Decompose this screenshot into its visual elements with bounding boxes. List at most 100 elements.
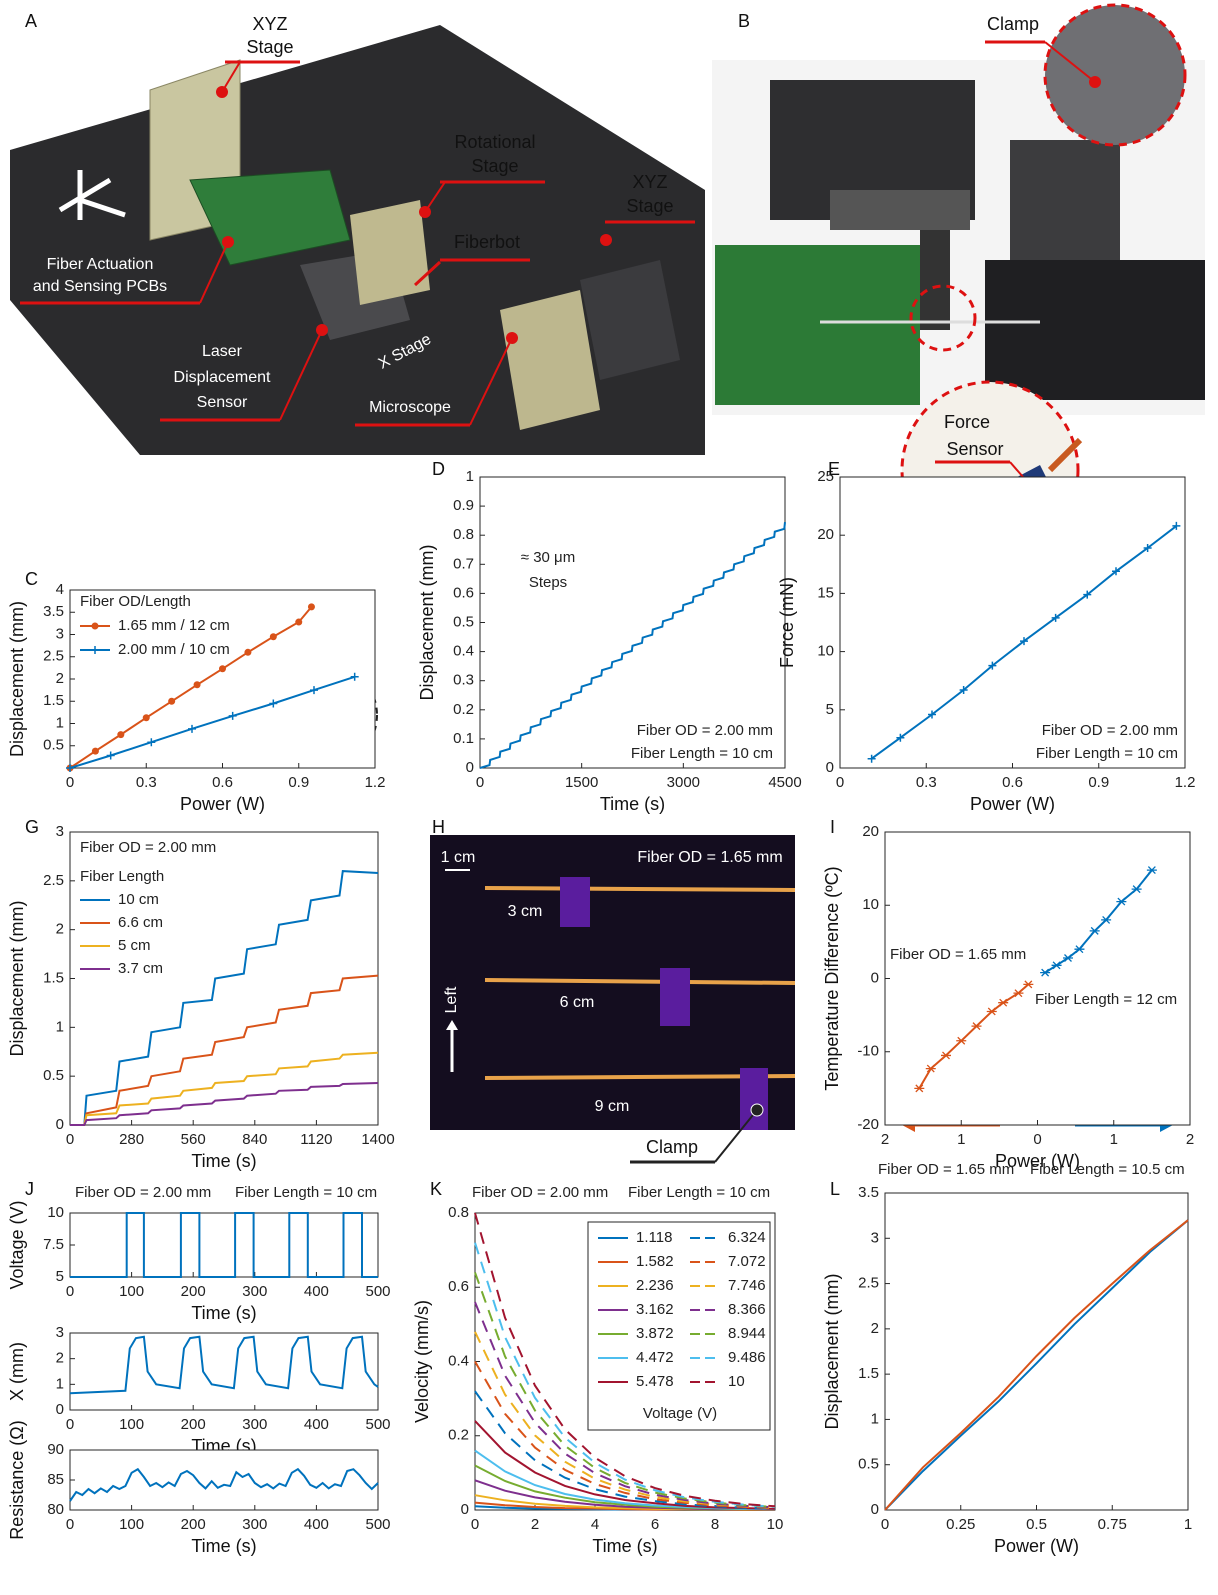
- legend-label: 9.486: [728, 1349, 766, 1366]
- x-tick-label: 840: [242, 1131, 267, 1148]
- x-tick-label: 2: [1186, 1131, 1194, 1148]
- y-tick-label: 0: [826, 759, 834, 776]
- y-tick-label: 0.7: [453, 555, 474, 572]
- photo-label: 6 cm: [560, 994, 595, 1011]
- photo-label: Fiber OD = 1.65 mm: [637, 849, 782, 866]
- x-tick-label: 1: [1110, 1131, 1118, 1148]
- y-tick-label: 0.3: [453, 672, 474, 689]
- x-axis-label: Time (s): [600, 794, 665, 814]
- annotation: Fiber OD = 2.00 mm: [472, 1184, 608, 1201]
- y-tick-label: 1.5: [43, 969, 64, 986]
- y-axis-label: X (mm): [7, 1342, 27, 1401]
- y-tick-label: -10: [857, 1043, 879, 1060]
- x-tick-label: 560: [181, 1131, 206, 1148]
- y-tick-label: 20: [862, 823, 879, 840]
- y-tick-label: 0: [871, 1501, 879, 1518]
- y-tick-label: 0.8: [448, 1204, 469, 1221]
- y-tick-label: 0.5: [858, 1456, 879, 1473]
- photo-b: B Clamp: [712, 5, 1205, 415]
- legend-title: Fiber Length: [80, 868, 164, 885]
- x-tick-label: 0.5: [1026, 1516, 1047, 1533]
- panel-letter: A: [25, 11, 37, 31]
- y-tick-label: 1: [56, 1375, 64, 1392]
- marker: [270, 633, 277, 640]
- x-tick-label: 500: [365, 1283, 390, 1300]
- panel-letter: G: [25, 817, 39, 837]
- annotation: Fiber OD = 1.65 mm: [878, 1161, 1014, 1178]
- x-tick-label: 280: [119, 1131, 144, 1148]
- y-tick-label: 2.5: [43, 648, 64, 665]
- x-tick-label: 0: [66, 1416, 74, 1433]
- y-tick-label: 0.5: [43, 737, 64, 754]
- y-tick-label: 1: [871, 1410, 879, 1427]
- legend-label: 10 cm: [118, 891, 159, 908]
- photo-h: H 1 cm Fiber OD = 1.65 mm 3 cm 6 cm 9 cm…: [430, 817, 795, 1162]
- annotation: Fiber OD = 1.65 mm: [890, 946, 1026, 963]
- y-tick-label: 0: [56, 1401, 64, 1418]
- x-tick-label: 400: [304, 1416, 329, 1433]
- photo-label: Left: [443, 986, 460, 1013]
- x-tick-label: 300: [242, 1283, 267, 1300]
- plot-area: [70, 1333, 378, 1410]
- y-tick-label: 0.1: [453, 730, 474, 747]
- x-tick-label: 0.9: [1088, 774, 1109, 791]
- legend-label: 1.65 mm / 12 cm: [118, 617, 230, 634]
- legend-label: 3.872: [636, 1325, 674, 1342]
- x-tick-label: 0: [836, 774, 844, 791]
- y-tick-label: 90: [47, 1441, 64, 1458]
- x-tick-label: 200: [181, 1283, 206, 1300]
- legend-label: 1.582: [636, 1253, 674, 1270]
- photo-label: and Sensing PCBs: [33, 278, 167, 295]
- y-tick-label: 10: [47, 1204, 64, 1221]
- y-tick-label: 3: [56, 1324, 64, 1341]
- x-tick-label: 1.2: [1175, 774, 1196, 791]
- photo-label: Rotational: [454, 132, 535, 152]
- photo-label: Fiberbot: [454, 232, 520, 252]
- annotation: Fiber Length = 10 cm: [1036, 745, 1178, 762]
- x-tick-label: 0: [881, 1516, 889, 1533]
- y-tick-label: 0.2: [448, 1427, 469, 1444]
- x-tick-label: 500: [365, 1516, 390, 1533]
- x-tick-label: 4: [591, 1516, 599, 1533]
- marker: [308, 603, 315, 610]
- x-tick-label: 0: [66, 774, 74, 791]
- y-tick-label: 3.5: [43, 603, 64, 620]
- legend-label: 5 cm: [118, 937, 151, 954]
- y-tick-label: 4: [56, 581, 64, 598]
- y-axis-label: Resistance (Ω): [7, 1420, 27, 1540]
- y-tick-label: 3.5: [858, 1184, 879, 1201]
- panel-letter: J: [25, 1179, 34, 1199]
- y-tick-label: 1.5: [858, 1365, 879, 1382]
- y-tick-label: 2: [871, 1320, 879, 1337]
- y-tick-label: 2.5: [858, 1275, 879, 1292]
- x-axis-label: Time (s): [592, 1536, 657, 1556]
- photo-label: 1 cm: [441, 849, 476, 866]
- marker: [117, 731, 124, 738]
- y-tick-label: 0: [56, 1116, 64, 1133]
- annotation: Fiber Length = 10.5 cm: [1030, 1161, 1185, 1178]
- y-tick-label: 5: [56, 1268, 64, 1285]
- x-axis-label: Power (W): [180, 794, 265, 814]
- x-tick-label: 8: [711, 1516, 719, 1533]
- y-axis-label: Force (mN): [777, 577, 797, 668]
- marker: [92, 748, 99, 755]
- x-tick-label: 0.6: [212, 774, 233, 791]
- legend-label: 2.236: [636, 1277, 674, 1294]
- y-tick-label: 0.4: [448, 1352, 469, 1369]
- y-tick-label: 0.8: [453, 526, 474, 543]
- photo-label: Force: [944, 412, 990, 432]
- y-tick-label: 2: [56, 670, 64, 687]
- legend-label: 4.472: [636, 1349, 674, 1366]
- annotation: Fiber OD = 2.00 mm: [1042, 722, 1178, 739]
- x-tick-label: 0: [471, 1516, 479, 1533]
- y-tick-label: 0.5: [453, 613, 474, 630]
- y-tick-label: 0.4: [453, 643, 474, 660]
- x-tick-label: 0: [1033, 1131, 1041, 1148]
- photo-label: Sensor: [197, 394, 248, 411]
- photo-label: Laser: [202, 343, 243, 360]
- plot-area: [885, 1193, 1188, 1510]
- x-tick-label: 0.9: [288, 774, 309, 791]
- x-axis-label: Time (s): [191, 1303, 256, 1323]
- x-axis-label: Time (s): [191, 1151, 256, 1171]
- y-tick-label: 85: [47, 1471, 64, 1488]
